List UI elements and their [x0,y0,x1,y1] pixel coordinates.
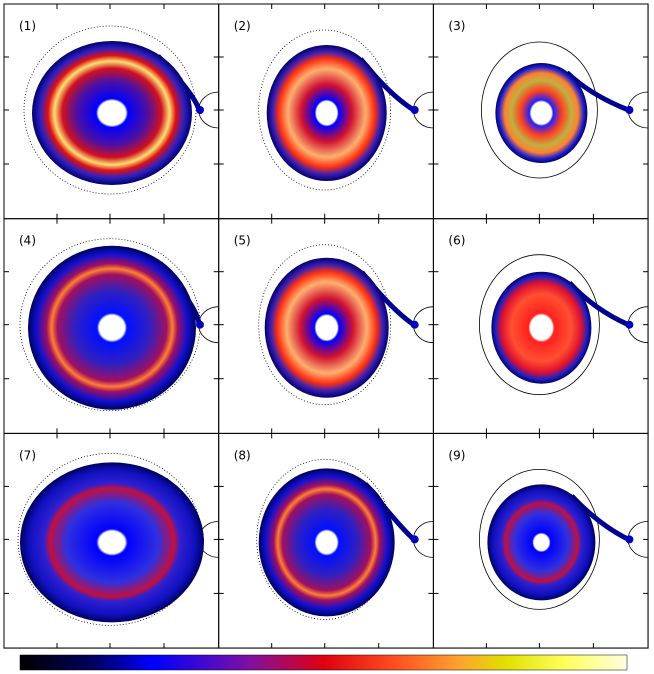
panel-label: (2) [234,19,251,33]
roche-lobe [480,41,598,179]
panel-label: (3) [448,19,465,33]
roche-lobe [258,29,392,191]
l1-point [196,106,204,114]
roche-lobe [478,468,600,610]
disk [20,462,204,623]
panel-label: (8) [234,448,251,462]
panel-label: (4) [19,234,36,248]
l1-point [410,106,419,114]
panel: (9) [432,432,649,649]
l1-point [196,320,204,329]
disk [32,41,192,185]
panel-label: (6) [448,234,465,248]
panel-label: (7) [19,448,36,462]
panel: (2) [218,3,434,220]
panel-label: (5) [234,234,251,248]
colorbar [19,654,628,671]
panel: (8) [218,432,434,649]
panel: (7) [3,432,220,649]
disk [28,245,196,410]
panel: (6) [432,218,649,434]
panel-label: (9) [448,448,465,462]
disk [487,484,596,601]
panel: (4) [3,218,220,434]
l1-point [410,535,419,544]
roche-lobe [258,244,392,406]
panel-label: (1) [19,19,36,33]
disk [264,257,389,398]
panel: (1) [3,3,220,220]
disk [258,468,395,617]
panel-frame [432,432,649,649]
l1-point [410,320,419,329]
l1-point [625,535,634,544]
l1-point [625,106,634,114]
disk [495,63,588,163]
l1-point [625,320,634,329]
disk [491,271,592,384]
panel: (5) [218,218,434,434]
disk [266,45,387,181]
panel: (3) [432,3,649,220]
roche-lobe [478,254,600,396]
